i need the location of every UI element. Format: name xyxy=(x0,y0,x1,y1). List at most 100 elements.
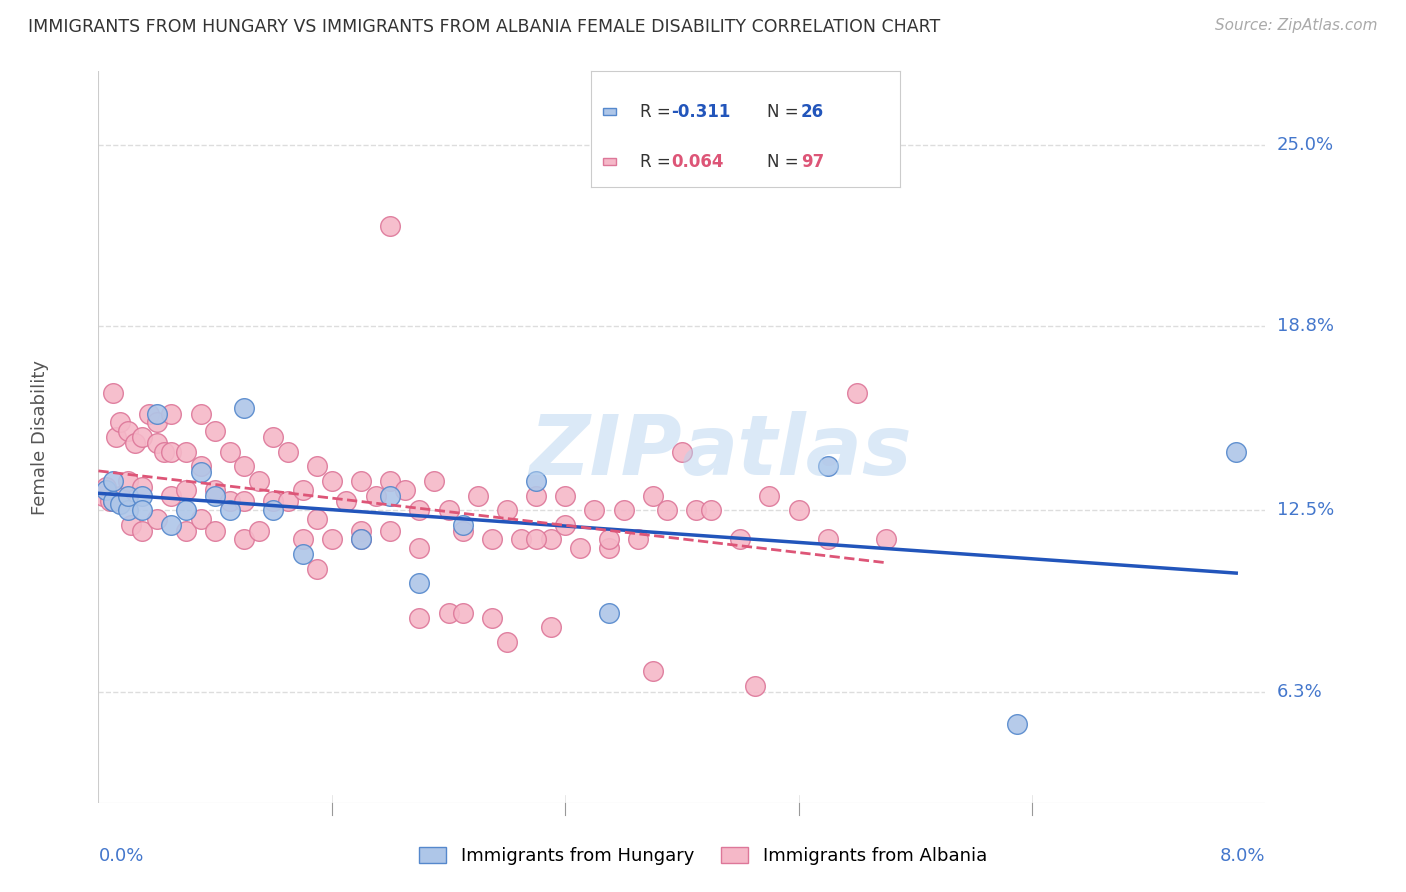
Point xyxy=(321,474,343,488)
Point xyxy=(380,474,402,488)
Text: -0.311: -0.311 xyxy=(671,103,730,121)
Point xyxy=(174,524,197,538)
Point xyxy=(117,424,139,438)
Point xyxy=(218,503,240,517)
Point xyxy=(277,494,299,508)
Point xyxy=(262,503,284,517)
Point xyxy=(408,503,430,517)
Point xyxy=(101,386,124,401)
Point xyxy=(307,512,329,526)
Point xyxy=(174,483,197,497)
Point xyxy=(131,480,153,494)
Point xyxy=(160,407,183,421)
Point xyxy=(451,524,474,538)
Point xyxy=(153,444,176,458)
Point xyxy=(481,533,503,547)
Point xyxy=(131,503,153,517)
Point xyxy=(627,533,650,547)
Point xyxy=(554,489,576,503)
Point xyxy=(350,533,373,547)
Point xyxy=(94,480,117,494)
Text: atlas: atlas xyxy=(682,411,912,492)
Point xyxy=(160,489,183,503)
Point xyxy=(380,524,402,538)
Point xyxy=(787,503,810,517)
Text: 18.8%: 18.8% xyxy=(1277,317,1333,334)
Text: N =: N = xyxy=(766,153,804,170)
Point xyxy=(408,541,430,556)
Point xyxy=(350,474,373,488)
Point xyxy=(218,444,240,458)
Point xyxy=(423,474,446,488)
Text: R =: R = xyxy=(640,153,676,170)
Point xyxy=(408,576,430,591)
Point xyxy=(291,547,314,561)
Point xyxy=(307,459,329,474)
Point xyxy=(817,459,839,474)
Point xyxy=(524,533,547,547)
Point xyxy=(262,430,284,444)
Point xyxy=(190,512,212,526)
Point xyxy=(540,533,562,547)
Point xyxy=(554,517,576,532)
Point xyxy=(291,483,314,497)
Text: 8.0%: 8.0% xyxy=(1220,847,1265,864)
FancyBboxPatch shape xyxy=(603,109,616,115)
Point xyxy=(364,489,387,503)
Point xyxy=(380,219,402,234)
Point xyxy=(233,401,256,415)
Point xyxy=(875,533,897,547)
Point xyxy=(481,611,503,625)
Point xyxy=(524,489,547,503)
Point xyxy=(110,489,132,503)
Point xyxy=(218,494,240,508)
Point xyxy=(612,503,634,517)
Point xyxy=(204,483,226,497)
Point xyxy=(730,533,752,547)
Legend: Immigrants from Hungary, Immigrants from Albania: Immigrants from Hungary, Immigrants from… xyxy=(411,838,995,874)
Point xyxy=(101,494,124,508)
Point xyxy=(335,494,357,508)
Text: 25.0%: 25.0% xyxy=(1277,136,1334,153)
Point xyxy=(124,436,146,450)
Point xyxy=(685,503,707,517)
Point xyxy=(1007,716,1029,731)
Point xyxy=(190,459,212,474)
Text: 0.0%: 0.0% xyxy=(98,847,143,864)
Point xyxy=(817,533,839,547)
Point xyxy=(524,474,547,488)
Point xyxy=(174,444,197,458)
Point xyxy=(467,489,489,503)
Point xyxy=(117,503,139,517)
Text: 6.3%: 6.3% xyxy=(1277,682,1322,700)
Point xyxy=(160,444,183,458)
Point xyxy=(190,407,212,421)
Point xyxy=(146,436,169,450)
Point xyxy=(204,424,226,438)
Point xyxy=(1225,444,1247,458)
Point xyxy=(700,503,723,517)
Point xyxy=(247,524,270,538)
Point xyxy=(110,416,132,430)
Point xyxy=(598,606,620,620)
Point xyxy=(101,494,124,508)
Point xyxy=(350,533,373,547)
Point xyxy=(233,494,256,508)
Point xyxy=(496,503,519,517)
Point xyxy=(160,517,183,532)
Point xyxy=(744,679,766,693)
Point xyxy=(845,386,868,401)
Point xyxy=(262,494,284,508)
Text: 12.5%: 12.5% xyxy=(1277,501,1334,519)
Point xyxy=(204,524,226,538)
Point xyxy=(598,541,620,556)
Point xyxy=(131,489,153,503)
Point xyxy=(233,533,256,547)
Point xyxy=(657,503,679,517)
Point xyxy=(190,465,212,479)
Point xyxy=(437,606,460,620)
Point xyxy=(321,533,343,547)
Point xyxy=(104,430,127,444)
Point xyxy=(307,562,329,576)
Point xyxy=(540,620,562,634)
